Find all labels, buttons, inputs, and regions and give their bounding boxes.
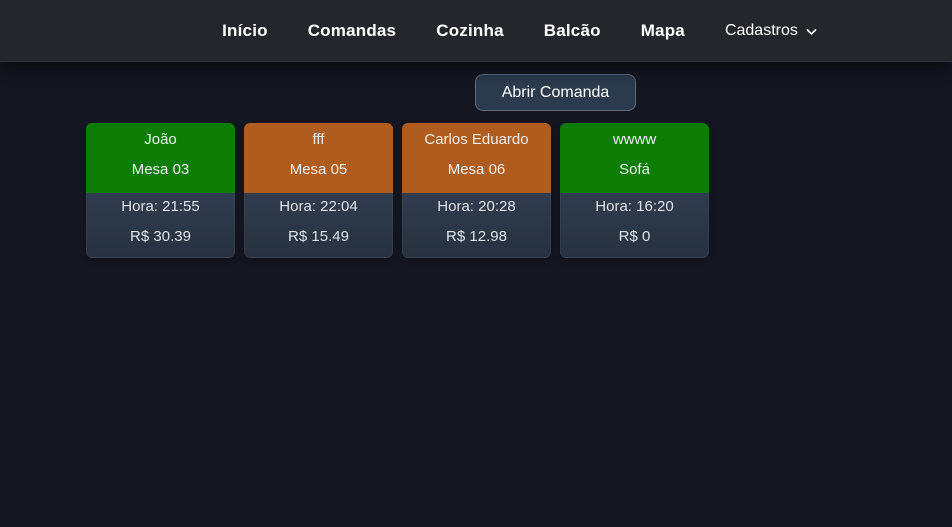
comanda-card-footer: Hora: 22:04 R$ 15.49: [244, 193, 393, 258]
comanda-card[interactable]: fff Mesa 05 Hora: 22:04 R$ 15.49: [244, 123, 393, 258]
comanda-card-header: João Mesa 03: [86, 123, 235, 193]
table-name: Mesa 06: [447, 161, 506, 178]
table-name: Mesa 03: [131, 161, 190, 178]
amount: R$ 0: [618, 228, 651, 245]
comanda-card[interactable]: João Mesa 03 Hora: 21:55 R$ 30.39: [86, 123, 235, 258]
amount: R$ 12.98: [446, 228, 507, 245]
customer-name: Carlos Eduardo: [424, 131, 529, 148]
table-name: Sofá: [619, 161, 650, 178]
nav-item-balcao[interactable]: Balcão: [543, 20, 601, 40]
nav-item-mapa[interactable]: Mapa: [640, 20, 685, 40]
comanda-card-footer: Hora: 21:55 R$ 30.39: [86, 193, 235, 258]
abrir-comanda-button[interactable]: Abrir Comanda: [475, 74, 636, 111]
comanda-cards-row: João Mesa 03 Hora: 21:55 R$ 30.39 fff Me…: [86, 123, 952, 258]
comanda-card-header: wwww Sofá: [560, 123, 709, 193]
open-time: Hora: 21:55: [121, 198, 200, 215]
table-name: Mesa 05: [289, 161, 348, 178]
comanda-card-footer: Hora: 20:28 R$ 12.98: [402, 193, 551, 258]
open-time: Hora: 16:20: [595, 198, 674, 215]
amount: R$ 30.39: [130, 228, 191, 245]
open-time: Hora: 20:28: [437, 198, 516, 215]
customer-name: João: [144, 131, 177, 148]
nav-dropdown-cadastros[interactable]: Cadastros: [725, 22, 818, 40]
nav-dropdown-label: Cadastros: [724, 21, 798, 39]
top-navbar: Início Comandas Cozinha Balcão Mapa Cada…: [0, 0, 952, 62]
customer-name: wwww: [612, 131, 657, 148]
chevron-down-icon: [805, 25, 818, 38]
customer-name: fff: [312, 131, 325, 148]
comanda-card-footer: Hora: 16:20 R$ 0: [560, 193, 709, 258]
comanda-card-header: Carlos Eduardo Mesa 06: [402, 123, 551, 193]
comanda-card[interactable]: wwww Sofá Hora: 16:20 R$ 0: [560, 123, 709, 258]
nav-item-comandas[interactable]: Comandas: [307, 20, 397, 40]
amount: R$ 15.49: [288, 228, 349, 245]
open-time: Hora: 22:04: [279, 198, 358, 215]
nav-item-cozinha[interactable]: Cozinha: [436, 20, 504, 40]
comanda-card[interactable]: Carlos Eduardo Mesa 06 Hora: 20:28 R$ 12…: [402, 123, 551, 258]
nav-item-inicio[interactable]: Início: [222, 20, 268, 40]
toolbar: Abrir Comanda: [0, 74, 952, 111]
comanda-card-header: fff Mesa 05: [244, 123, 393, 193]
